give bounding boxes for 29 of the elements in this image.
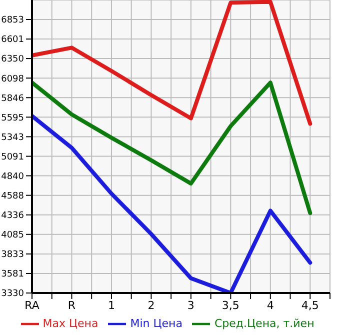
y-tick-label: 3330	[1, 289, 24, 300]
line-series	[32, 114, 312, 293]
y-tick-label: 6350	[1, 54, 24, 65]
x-tick-label: 2	[148, 298, 155, 312]
y-tick-label: 6853	[1, 16, 24, 26]
x-tick-label: R	[68, 298, 76, 312]
x-tick-label: 4,5	[301, 298, 319, 312]
y-tick-label: 5595	[1, 113, 24, 124]
y-tick-label: 3581	[1, 270, 24, 280]
x-tick-label: 3,5	[222, 298, 240, 312]
legend-label: Max Цена	[42, 317, 98, 330]
legend-label: Сред.Цена, т.йен	[214, 317, 314, 330]
x-tick-label: 4	[266, 298, 274, 312]
y-tick-label: 3833	[1, 250, 24, 260]
line-series	[32, 80, 312, 216]
line-series	[32, 0, 312, 126]
y-tick-label: 6098	[1, 74, 24, 84]
y-tick-label: 4336	[1, 211, 24, 222]
y-tick-label: 5846	[1, 94, 24, 104]
y-tick-label: 6601	[1, 35, 24, 46]
legend-label: Min Цена	[130, 317, 182, 330]
x-tick-label: 3	[187, 298, 194, 312]
x-tick-label: 1	[108, 298, 115, 312]
y-tick-label: 5343	[1, 132, 24, 143]
y-tick-label: 4588	[1, 192, 24, 202]
x-tick-label: RA	[24, 298, 40, 312]
y-tick-label: 4085	[1, 230, 24, 241]
y-tick-label: 5091	[1, 152, 24, 162]
y-tick-label: 4840	[1, 172, 24, 182]
